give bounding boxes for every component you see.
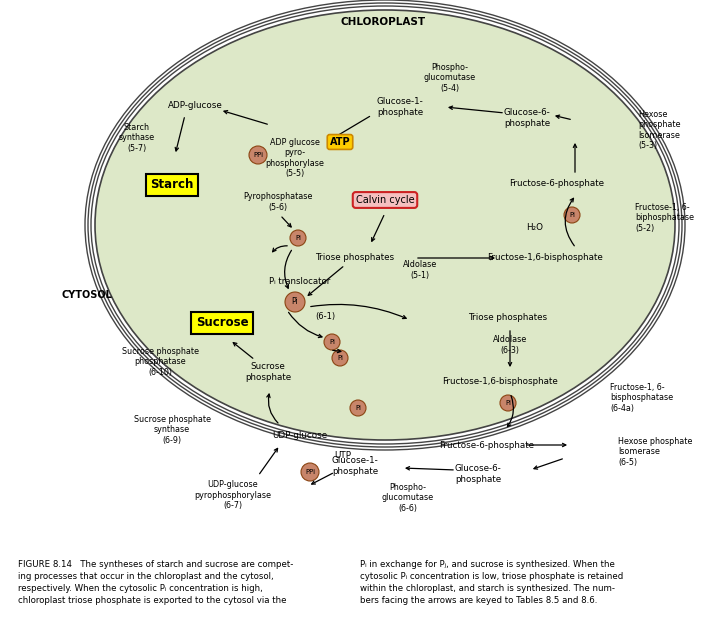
Text: Fructose-1,6-bisphosphate: Fructose-1,6-bisphosphate [487,253,603,262]
Text: Fructose-6-phosphate: Fructose-6-phosphate [440,440,535,450]
Text: Pi: Pi [295,235,301,241]
Text: CYTOSOL: CYTOSOL [62,290,113,300]
Circle shape [500,395,516,411]
Text: Hexose phosphate
Isomerase
(6-5): Hexose phosphate Isomerase (6-5) [618,437,692,467]
Text: Fructose-1, 6-
biphosphatase
(5-2): Fructose-1, 6- biphosphatase (5-2) [635,203,694,233]
Text: Triose phosphates: Triose phosphates [316,253,394,262]
Text: UDP-glucose: UDP-glucose [273,431,328,440]
Text: CHLOROPLAST: CHLOROPLAST [341,17,426,27]
Circle shape [249,146,267,164]
Circle shape [324,334,340,350]
Text: ADP-glucose: ADP-glucose [168,101,222,110]
Text: Glucose-6-
phosphate: Glucose-6- phosphate [503,108,550,128]
Text: Pi: Pi [329,339,335,345]
Text: Fructose-6-phosphate: Fructose-6-phosphate [510,179,605,188]
Circle shape [332,350,348,366]
Text: Pi: Pi [292,297,298,306]
Text: Hexose
phosphate
Isomerase
(5-3): Hexose phosphate Isomerase (5-3) [638,110,680,150]
Circle shape [350,400,366,416]
Circle shape [290,230,306,246]
Text: (6-1): (6-1) [315,311,335,320]
Text: Triose phosphates: Triose phosphates [468,313,547,322]
Text: Starch: Starch [150,179,194,191]
Text: Fructose-1,6-bisphosphate: Fructose-1,6-bisphosphate [442,378,558,387]
Text: Sucrose: Sucrose [195,316,249,329]
Text: Fructose-1, 6-
bisphosphatase
(6-4a): Fructose-1, 6- bisphosphatase (6-4a) [610,383,673,413]
Text: H₂O: H₂O [527,223,544,232]
Text: Aldolase
(5-1): Aldolase (5-1) [403,260,437,279]
Text: PPi: PPi [253,152,263,158]
Circle shape [285,292,305,312]
Text: ATP: ATP [330,137,350,147]
Text: Starch
synthase
(5-7): Starch synthase (5-7) [119,123,155,153]
Text: Pᵢ in exchange for Pⱼ, and sucrose is synthesized. When the
cytosolic Pᵢ concent: Pᵢ in exchange for Pⱼ, and sucrose is sy… [360,560,623,605]
Text: Pi: Pi [505,400,511,406]
Circle shape [564,207,580,223]
Text: Phospho-
glucomutase
(5-4): Phospho- glucomutase (5-4) [424,63,476,93]
Text: UDP-glucose
pyrophosphorylase
(6-7): UDP-glucose pyrophosphorylase (6-7) [195,480,271,510]
Text: Sucrose
phosphate: Sucrose phosphate [245,362,291,382]
Text: Sucrose phosphate
synthase
(6-9): Sucrose phosphate synthase (6-9) [134,415,210,445]
Text: Calvin cycle: Calvin cycle [355,195,414,205]
Text: Pi: Pi [337,355,343,361]
Text: Pyrophosphatase
(5-6): Pyrophosphatase (5-6) [244,192,313,212]
Text: Aldolase
(6-3): Aldolase (6-3) [493,336,527,355]
Circle shape [301,463,319,481]
Text: Glucose-1-
phosphate: Glucose-1- phosphate [331,456,378,476]
Text: Glucose-6-
phosphate: Glucose-6- phosphate [455,464,501,484]
Text: Phospho-
glucomutase
(6-6): Phospho- glucomutase (6-6) [382,483,434,513]
Text: ADP glucose
pyro-
phosphorylase
(5-5): ADP glucose pyro- phosphorylase (5-5) [266,138,324,178]
Text: Sucrose phosphate
phosphatase
(6-10): Sucrose phosphate phosphatase (6-10) [122,347,198,377]
Text: FIGURE 8.14   The syntheses of starch and sucrose are compet-
ing processes that: FIGURE 8.14 The syntheses of starch and … [18,560,293,605]
Text: Glucose-1-
phosphate: Glucose-1- phosphate [377,98,423,117]
Text: Pi: Pi [355,405,361,411]
Text: Pi: Pi [569,212,575,218]
Text: PPi: PPi [305,469,315,475]
Ellipse shape [95,10,675,440]
Text: Pᵢ translocator: Pᵢ translocator [269,278,331,286]
Text: UTP: UTP [334,450,351,459]
